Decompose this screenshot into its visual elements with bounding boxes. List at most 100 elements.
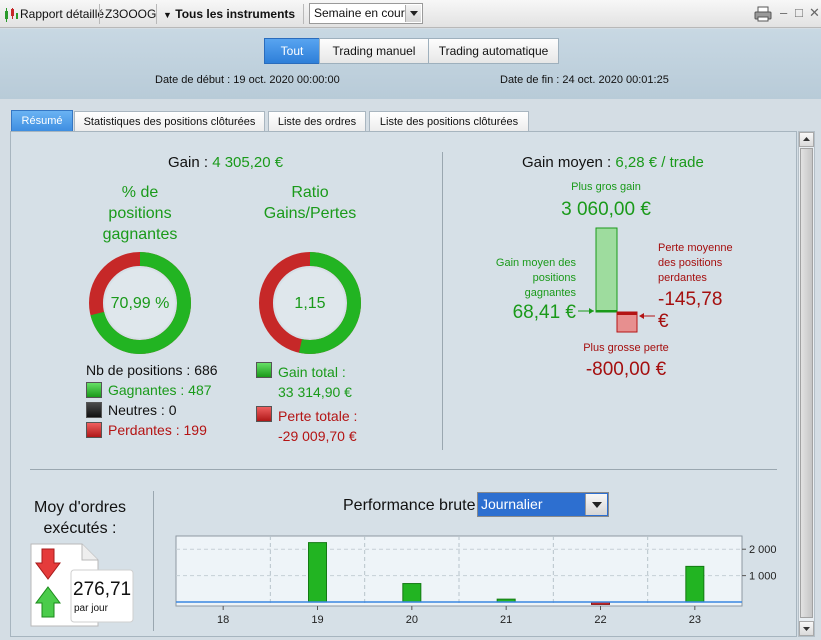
x-tick-label: 19	[311, 614, 323, 626]
positions-count: Nb de positions : 686	[86, 362, 218, 378]
total-gain-label: Gain total :	[278, 364, 346, 380]
x-tick-label: 21	[500, 614, 512, 626]
close-icon[interactable]: ✕	[809, 5, 820, 20]
donut-win-arc	[89, 252, 191, 354]
orders-title-line: exécutés :	[43, 520, 117, 537]
print-icon[interactable]	[754, 6, 772, 22]
orders-card	[70, 569, 134, 623]
tab-closed-stats[interactable]: Statistiques des positions clôturées	[74, 111, 265, 132]
period-value: Semaine en cours	[314, 6, 411, 20]
chevron-down-icon[interactable]	[405, 5, 421, 22]
avg-gain-label: Gain moyen :	[522, 154, 612, 171]
section-divider	[442, 152, 443, 450]
section-separator	[30, 469, 777, 470]
positions-value: 686	[194, 362, 218, 378]
perf-bar	[308, 542, 327, 603]
avg-loss-label: Perte moyenne des positions perdantes	[658, 241, 733, 286]
perf-bar	[685, 565, 705, 603]
orders-value: 276,71	[73, 579, 132, 600]
start-date-label: Date de début :	[155, 74, 231, 86]
perf-bar	[402, 583, 422, 603]
gain-label: Gain :	[168, 154, 209, 171]
period-select[interactable]: Semaine en cours	[309, 3, 423, 24]
losers-label: Perdantes :	[108, 422, 180, 438]
max-gain-bar	[595, 227, 618, 313]
x-tick-label: 22	[594, 614, 606, 626]
max-gain-label: Plus gros gain	[571, 181, 641, 193]
total-gain-swatch-icon	[256, 362, 272, 378]
winners-swatch-icon	[86, 382, 102, 398]
start-date-value: 19 oct. 2020 00:00:00	[233, 74, 340, 86]
filter-all-button[interactable]: Tout	[264, 38, 320, 64]
account-button[interactable]: Z3OOOG	[105, 7, 157, 21]
perf-period-value: Journalier	[481, 496, 543, 512]
losers-value: 199	[183, 422, 207, 438]
x-tick-label: 23	[689, 614, 701, 626]
winners-value: 487	[188, 382, 212, 398]
max-loss-label: Plus grosse perte	[583, 342, 669, 354]
win-pct-value: 70,99 %	[110, 295, 170, 312]
avg-win-label: Gain moyen des positions gagnantes	[474, 256, 576, 301]
orders-document-fold	[81, 544, 98, 561]
caret-down-icon: ▼	[163, 10, 172, 20]
avg-loss-value-line: -145,78	[658, 289, 723, 310]
neutral: Neutres : 0	[108, 402, 177, 418]
total-loss-swatch-icon	[256, 406, 272, 422]
total-loss: Perte totale : -29 009,70 €	[278, 406, 357, 446]
scroll-down-icon[interactable]	[799, 621, 814, 636]
minimize-icon[interactable]: –	[780, 5, 788, 20]
report-button[interactable]: Rapport détaillé	[20, 7, 105, 21]
toolbar: Rapport détaillé Z3OOOG ▼ Tous les instr…	[0, 0, 821, 28]
perf-chart: 2 000 1 000 18 19 20 21 22 23	[175, 535, 777, 626]
win-pct-title-line: positions	[108, 205, 172, 222]
winners-label: Gagnantes :	[108, 382, 185, 398]
y-tick-label: 2 000	[749, 544, 777, 556]
arrow-left-icon	[639, 313, 644, 319]
arrow-right-icon	[589, 308, 594, 314]
avg-loss-label-line: des positions	[658, 257, 723, 269]
instruments-dropdown[interactable]: ▼ Tous les instruments	[163, 0, 295, 28]
filter-auto-button[interactable]: Trading automatique	[428, 38, 559, 64]
tab-closed-positions[interactable]: Liste des positions clôturées	[369, 111, 529, 132]
ratio-donut	[259, 252, 361, 354]
avg-win-label-line: gagnantes	[524, 287, 576, 299]
orders-icon	[30, 543, 134, 627]
tab-summary[interactable]: Résumé	[11, 110, 73, 132]
avg-loss-value-line: €	[658, 311, 669, 332]
scroll-thumb[interactable]	[800, 148, 813, 618]
avg-gain-bars	[578, 227, 655, 333]
ratio-title: Ratio Gains/Pertes	[250, 182, 370, 224]
y-tick-label: 1 000	[749, 571, 777, 583]
vertical-scrollbar[interactable]	[798, 131, 815, 637]
perf-period-select[interactable]: Journalier	[477, 492, 609, 517]
instruments-label: Tous les instruments	[175, 7, 296, 21]
win-pct-title-line: % de	[121, 184, 159, 201]
avg-win-label-line: Gain moyen des	[495, 257, 576, 269]
scroll-up-icon[interactable]	[799, 132, 814, 147]
chevron-down-icon[interactable]	[585, 494, 607, 515]
losers-swatch-icon	[86, 422, 102, 438]
toolbar-separator	[99, 4, 100, 24]
winners: Gagnantes : 487	[108, 382, 212, 398]
filter-manual-button[interactable]: Trading manuel	[319, 38, 429, 64]
avg-win-label-line: positions	[532, 272, 576, 284]
neutral-value: 0	[168, 402, 177, 418]
donut-center	[275, 268, 345, 338]
gain-total: Gain : 4 305,20 €	[168, 154, 283, 171]
perf-title: Performance brute	[343, 497, 476, 514]
losers: Perdantes : 199	[108, 422, 207, 438]
total-gain-value: 33 314,90 €	[278, 384, 352, 400]
toolbar-separator	[303, 4, 304, 24]
win-pct-title-line: gagnantes	[102, 226, 178, 243]
avg-gain-title: Gain moyen : 6,28 € / trade	[522, 154, 704, 171]
orders-title-line: Moy d'ordres	[34, 499, 126, 516]
tab-orders[interactable]: Liste des ordres	[268, 111, 366, 132]
donut-win-arc	[259, 252, 361, 354]
avg-loss-bar	[617, 312, 637, 315]
total-gain: Gain total : 33 314,90 €	[278, 362, 352, 402]
gain-value: 4 305,20 €	[212, 154, 284, 171]
maximize-icon[interactable]: □	[795, 5, 803, 20]
ratio-title-line: Ratio	[291, 184, 329, 201]
win-pct-donut	[89, 252, 191, 354]
